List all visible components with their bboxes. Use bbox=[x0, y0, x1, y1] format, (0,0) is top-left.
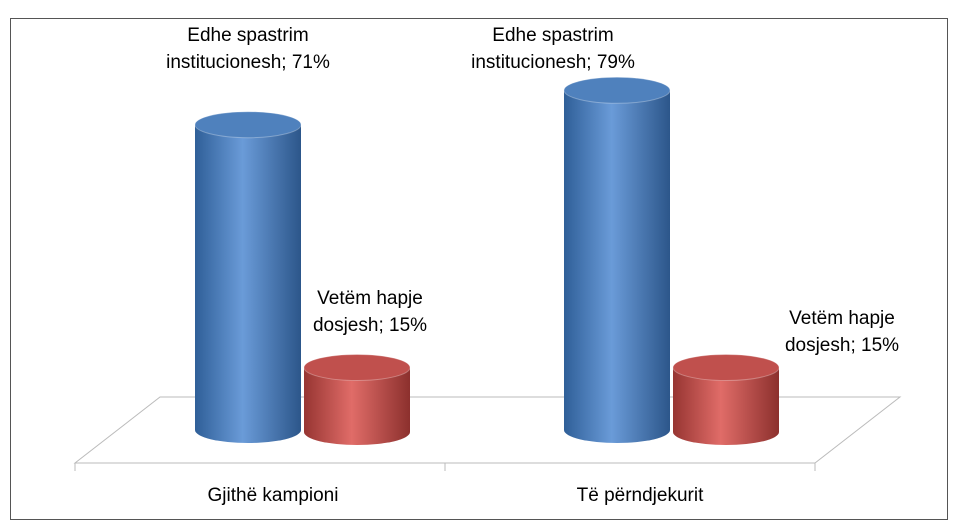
x-tick-label: Të përndjekurit bbox=[576, 485, 704, 506]
data-label: Edhe spastrim institucionesh; 71% bbox=[166, 25, 330, 73]
cylinder-body bbox=[673, 367, 779, 445]
cylinder-top bbox=[194, 111, 302, 139]
x-tick-label: Gjithë kampioni bbox=[207, 485, 339, 506]
cylinder-body bbox=[564, 90, 670, 444]
data-label: Vetëm hapje dosjesh; 15% bbox=[784, 308, 900, 356]
cylinder-top bbox=[563, 76, 671, 104]
cylinder-top bbox=[303, 354, 411, 381]
cylinder-body bbox=[195, 124, 301, 443]
cylinder-body bbox=[304, 367, 410, 445]
data-label: Vetëm hapje dosjesh; 15% bbox=[312, 288, 428, 336]
cylinder-top bbox=[672, 354, 780, 381]
data-label: Edhe spastrim institucionesh; 79% bbox=[471, 25, 635, 73]
plot-frame bbox=[10, 18, 948, 520]
